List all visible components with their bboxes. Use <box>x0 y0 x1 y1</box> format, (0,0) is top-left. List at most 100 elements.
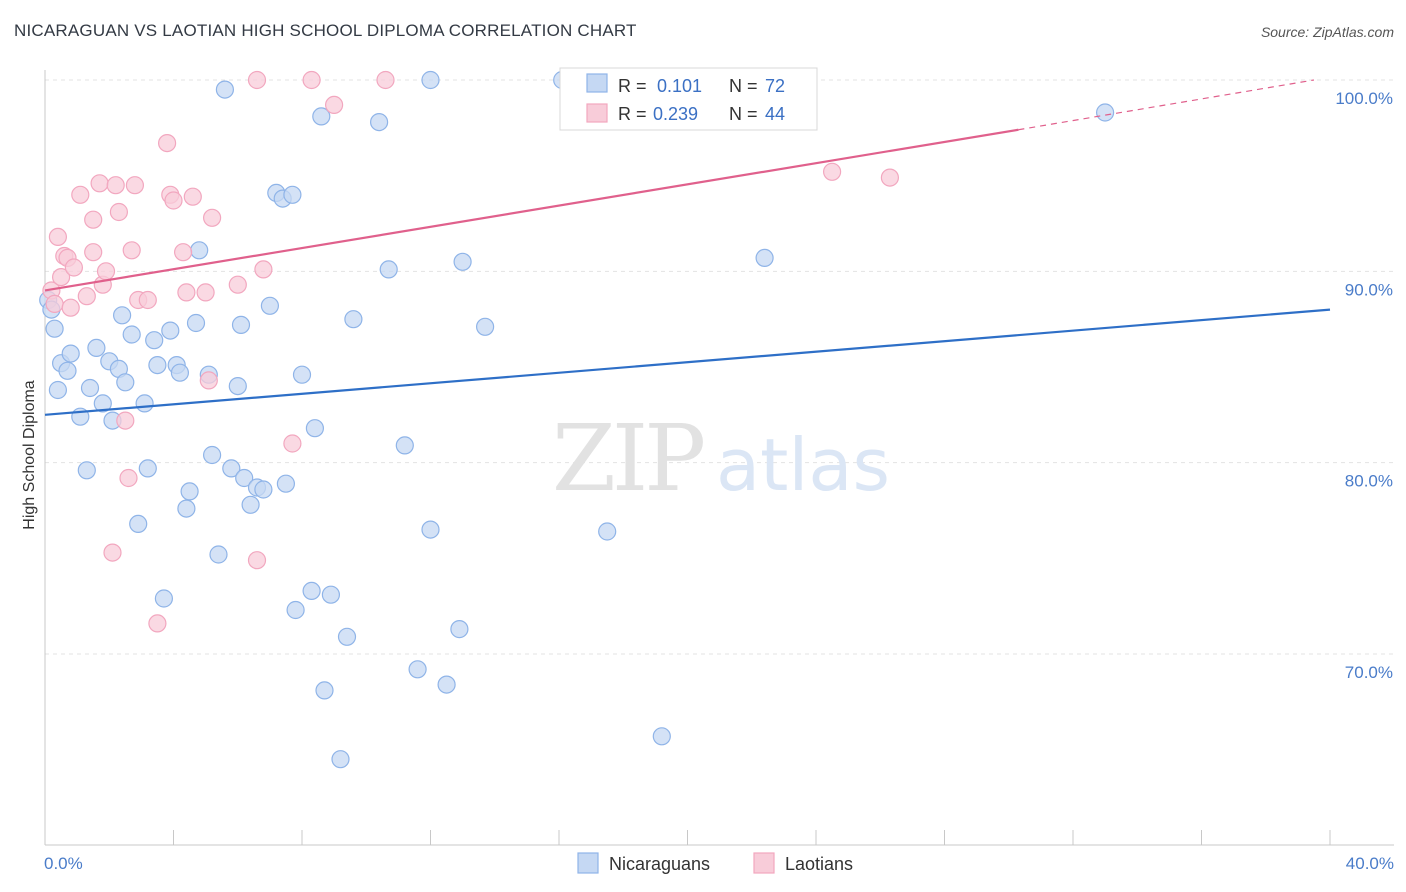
data-point-nicaraguans <box>421 520 440 539</box>
data-point-laotians <box>109 202 129 222</box>
data-point-laotians <box>119 468 138 488</box>
data-point-nicaraguans <box>148 356 167 375</box>
data-point-nicaraguans <box>135 394 154 413</box>
data-point-nicaraguans <box>80 378 100 398</box>
data-point-nicaraguans <box>170 363 189 382</box>
y-axis-label: High School Diploma <box>21 380 38 530</box>
data-point-nicaraguans <box>598 522 617 541</box>
data-point-laotians <box>90 174 109 193</box>
data-point-laotians <box>48 227 68 246</box>
trend-line-extension-laotians <box>1018 79 1315 131</box>
data-point-laotians <box>283 434 302 453</box>
data-point-laotians <box>302 70 321 90</box>
data-point-laotians <box>822 162 842 181</box>
data-point-nicaraguans <box>292 365 312 384</box>
legend-n-label-laotians: N = <box>729 104 758 124</box>
data-point-nicaraguans <box>370 112 389 132</box>
data-point-nicaraguans <box>476 317 495 336</box>
x-tick-label-min: 0.0% <box>44 854 83 873</box>
data-point-nicaraguans <box>61 344 80 363</box>
data-point-nicaraguans <box>122 325 141 344</box>
legend-n-value-laotians: 44 <box>765 104 785 124</box>
data-point-laotians <box>183 187 202 206</box>
source-label: Source: ZipAtlas.com <box>1260 24 1394 40</box>
trend-line-laotians <box>44 128 1019 292</box>
data-point-laotians <box>254 260 273 279</box>
data-point-nicaraguans <box>215 80 234 99</box>
data-point-nicaraguans <box>1095 103 1115 122</box>
data-point-nicaraguans <box>337 627 357 646</box>
data-point-nicaraguans <box>450 619 469 639</box>
y-tick-label: 90.0% <box>1345 280 1393 299</box>
bottom-legend-label-laotians: Laotians <box>785 854 853 874</box>
data-point-nicaraguans <box>231 315 251 334</box>
data-point-nicaraguans <box>203 445 222 465</box>
data-point-nicaraguans <box>154 589 173 608</box>
data-point-nicaraguans <box>87 338 106 357</box>
data-point-nicaraguans <box>112 306 132 325</box>
data-point-nicaraguans <box>260 296 279 315</box>
data-point-nicaraguans <box>379 260 398 279</box>
axes <box>44 70 1394 846</box>
series-laotians-points <box>42 70 900 633</box>
data-point-nicaraguans <box>177 499 196 518</box>
data-point-laotians <box>96 262 116 281</box>
data-point-nicaraguans <box>321 585 340 604</box>
data-point-laotians <box>199 371 218 390</box>
data-point-nicaraguans <box>302 581 321 601</box>
data-point-nicaraguans <box>344 310 363 329</box>
data-point-nicaraguans <box>315 681 334 700</box>
data-point-laotians <box>174 243 193 262</box>
legend-n-value-nicaraguans: 72 <box>765 76 785 96</box>
data-point-nicaraguans <box>453 252 472 271</box>
data-point-laotians <box>164 191 183 210</box>
data-point-nicaraguans <box>276 474 295 493</box>
data-point-nicaraguans <box>45 319 64 338</box>
data-point-laotians <box>138 290 157 310</box>
data-point-nicaraguans <box>286 600 305 620</box>
x-ticks <box>44 830 1331 845</box>
legend-r-value-nicaraguans: 0.101 <box>657 76 702 96</box>
data-point-laotians <box>45 294 64 313</box>
bottom-legend-swatch-laotians <box>753 852 775 874</box>
legend-r-value-laotians: 0.239 <box>653 104 698 124</box>
y-ticks: 100.0% 90.0% 80.0% 70.0% <box>1335 89 1393 682</box>
data-point-laotians <box>376 70 395 90</box>
data-point-nicaraguans <box>186 313 206 333</box>
data-point-laotians <box>125 176 144 195</box>
trend-lines <box>44 79 1331 416</box>
data-point-nicaraguans <box>138 459 157 478</box>
data-point-laotians <box>61 298 80 317</box>
data-point-nicaraguans <box>161 321 180 340</box>
data-point-nicaraguans <box>129 514 148 534</box>
x-tick-label-max: 40.0% <box>1346 854 1394 873</box>
data-point-laotians <box>177 283 196 302</box>
legend-swatch-laotians <box>586 103 608 123</box>
data-point-laotians <box>880 168 900 187</box>
grid <box>45 79 1394 655</box>
y-tick-label: 70.0% <box>1345 663 1393 682</box>
data-point-nicaraguans <box>116 373 135 392</box>
data-point-laotians <box>247 551 267 570</box>
data-point-nicaraguans <box>241 495 260 514</box>
data-point-laotians <box>196 283 215 302</box>
data-point-nicaraguans <box>254 480 273 499</box>
data-point-nicaraguans <box>145 331 164 350</box>
data-point-laotians <box>71 185 90 204</box>
data-point-laotians <box>325 95 344 115</box>
watermark-atlas: atlas <box>716 423 890 507</box>
data-point-nicaraguans <box>58 361 77 380</box>
data-point-laotians <box>122 241 141 260</box>
data-point-nicaraguans <box>48 380 68 400</box>
data-point-nicaraguans <box>180 482 199 501</box>
data-point-laotians <box>77 287 96 306</box>
correlation-legend: R = 0.101 N = 72 R = 0.239 N = 44 <box>559 67 818 131</box>
data-point-laotians <box>158 134 177 153</box>
data-point-laotians <box>116 411 135 430</box>
data-point-laotians <box>247 70 267 90</box>
chart-title: NICARAGUAN VS LAOTIAN HIGH SCHOOL DIPLOM… <box>14 21 637 40</box>
bottom-legend-swatch-nicaraguans <box>577 852 599 874</box>
legend-r-label-nicaraguans: R = <box>618 76 647 96</box>
data-point-nicaraguans <box>228 377 247 396</box>
